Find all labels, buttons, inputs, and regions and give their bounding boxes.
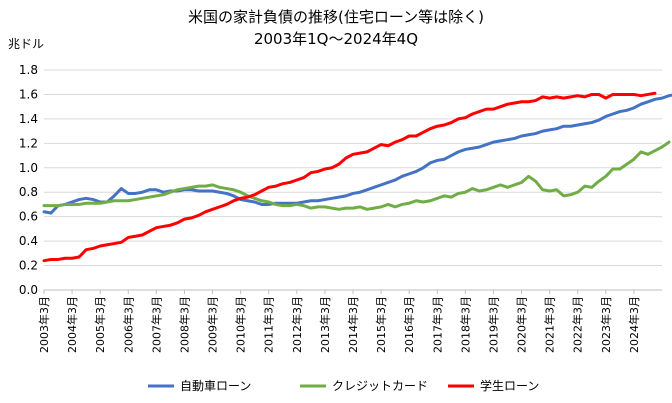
y-tick-label: 0.8 (19, 185, 38, 199)
x-tick-label: 2004年3月 (65, 296, 79, 353)
y-tick-label: 1.0 (19, 161, 38, 175)
x-tick-label: 2017年3月 (430, 296, 444, 353)
x-tick-label: 2018年3月 (458, 296, 472, 353)
chart-title: 米国の家計負債の推移(住宅ローン等は除く) (188, 8, 484, 26)
y-tick-label: 1.8 (19, 63, 38, 77)
x-tick-label: 2016年3月 (402, 296, 416, 353)
x-tick-label: 2021年3月 (543, 296, 557, 353)
y-axis-unit: 兆ドル (8, 37, 44, 51)
x-tick-label: 2010年3月 (234, 296, 248, 353)
series-lines (42, 91, 672, 263)
y-tick-label: 0.6 (19, 210, 38, 224)
x-tick-label: 2011年3月 (262, 296, 276, 353)
legend-label: クレジットカード (332, 379, 428, 393)
y-tick-label: 0.0 (19, 283, 38, 297)
x-tick-label: 2009年3月 (206, 296, 220, 353)
x-tick-label: 2006年3月 (121, 296, 135, 353)
x-tick-label: 2020年3月 (515, 296, 529, 353)
x-tick-label: 2003年3月 (37, 296, 51, 353)
y-tick-label: 1.6 (19, 87, 38, 101)
series-line-1 (42, 140, 671, 211)
x-tick-label: 2014年3月 (346, 296, 360, 353)
x-tick-label: 2005年3月 (93, 296, 107, 353)
y-tick-label: 1.2 (19, 136, 38, 150)
x-tick-label: 2007年3月 (149, 296, 163, 353)
x-tick-label: 2022年3月 (571, 296, 585, 353)
x-tick-label: 2012年3月 (290, 296, 304, 353)
y-tick-label: 1.4 (19, 112, 38, 126)
legend-label: 自動車ローン (180, 379, 251, 393)
gridlines (44, 69, 662, 291)
legend-label: 学生ローン (480, 378, 539, 393)
legend: 自動車ローン クレジットカード 学生ローン (148, 378, 539, 393)
x-tick-label: 2013年3月 (318, 296, 332, 353)
series-line-0 (42, 93, 672, 215)
y-tick-label: 0.2 (19, 259, 38, 273)
y-tick-label: 0.4 (19, 234, 38, 248)
x-tick-label: 2023年3月 (599, 296, 613, 353)
x-tick-label: 2024年3月 (627, 296, 641, 353)
x-tick-label: 2015年3月 (374, 296, 388, 353)
y-axis-ticks: 0.0 0.2 0.4 0.6 0.8 1.0 1.2 1.4 1.6 1.8 (19, 63, 38, 297)
x-axis: 2003年3月 2004年3月 2005年3月 2006年3月 2007年3月 2008年… (37, 289, 662, 353)
x-tick-label: 2008年3月 (177, 296, 191, 353)
series-line-2 (42, 91, 657, 263)
x-tick-label: 2019年3月 (486, 296, 500, 353)
chart-subtitle: 2003年1Q～2024年4Q (254, 30, 418, 48)
